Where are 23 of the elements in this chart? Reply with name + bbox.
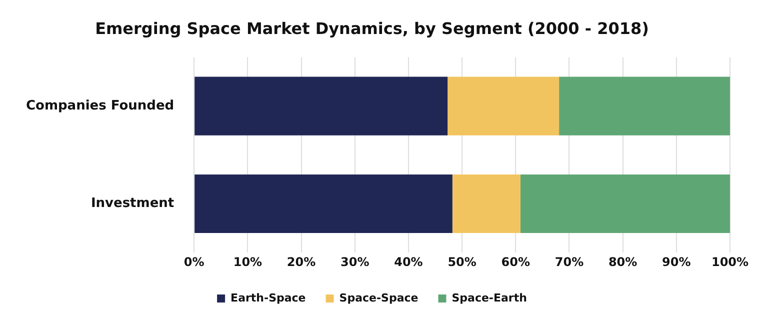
bar	[194, 174, 452, 234]
legend-label: Space-Earth	[452, 291, 527, 304]
x-tick-label: 10%	[233, 254, 262, 269]
bar	[559, 76, 730, 136]
bar	[520, 174, 730, 234]
legend-label: Space-Space	[339, 291, 418, 304]
x-tick-label: 80%	[608, 254, 638, 269]
x-tick-label: 30%	[340, 254, 370, 269]
y-tick-label: Investment	[90, 196, 174, 212]
y-tick-label: Companies Founded	[26, 98, 174, 114]
x-tick-label: 20%	[286, 254, 316, 269]
bar	[194, 76, 448, 136]
x-tick-label: 100%	[711, 254, 749, 269]
legend-label: Earth-Space	[230, 291, 306, 304]
x-tick-label: 40%	[394, 254, 423, 269]
bar	[448, 76, 560, 136]
x-tick-label: 70%	[554, 254, 584, 269]
x-tick-label: 90%	[662, 254, 691, 269]
x-tick-label: 0%	[184, 254, 204, 269]
x-tick-label: 50%	[448, 254, 476, 269]
chart-title: Emerging Space Market Dynamics, by Segment (2000 - 2018)	[95, 18, 649, 38]
x-tick-label: 60%	[501, 254, 530, 269]
bar	[452, 174, 520, 234]
